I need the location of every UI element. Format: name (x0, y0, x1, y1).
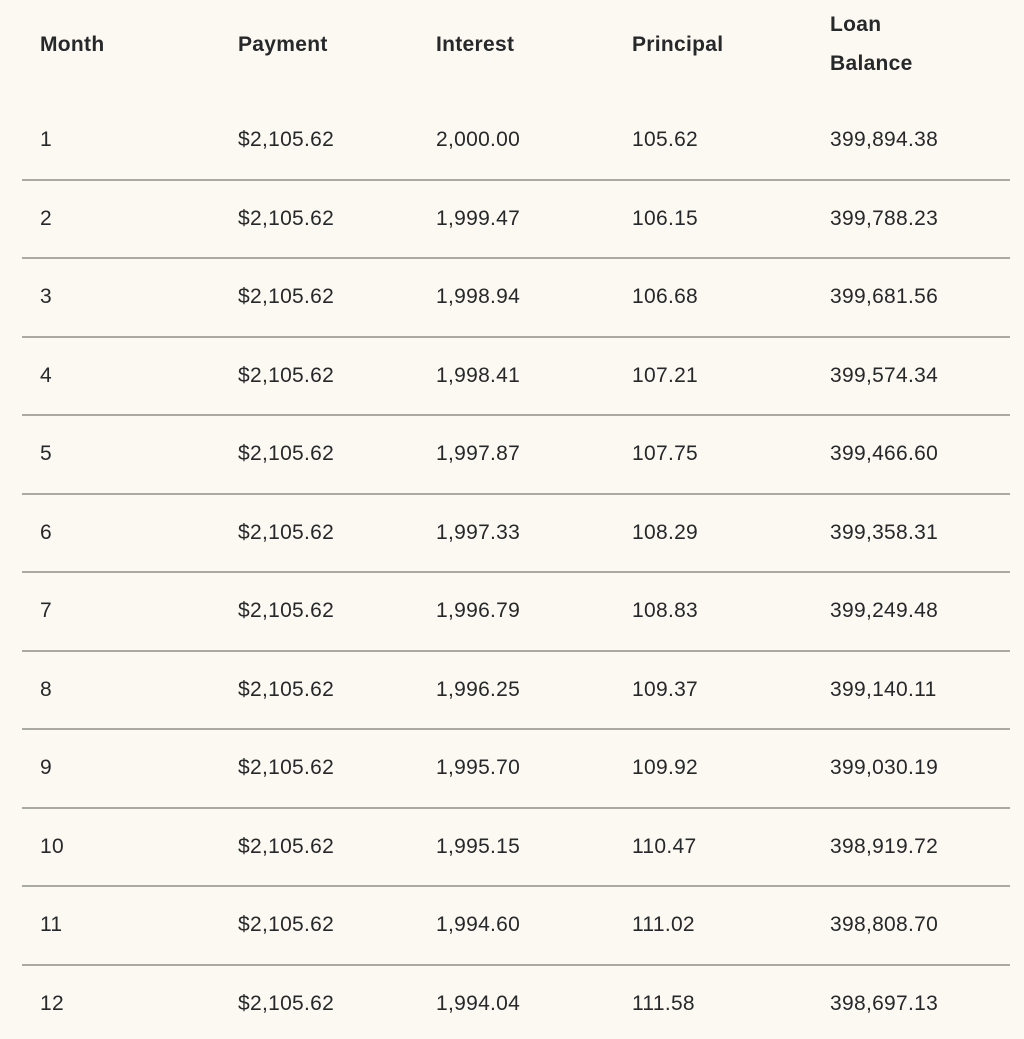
column-header-interest: Interest (418, 0, 614, 102)
cell-payment: $2,105.62 (220, 493, 418, 573)
column-header-interest-label: Interest (436, 32, 515, 56)
cell-payment: $2,105.62 (220, 415, 418, 495)
column-header-principal: Principal (614, 0, 812, 102)
cell-loan-balance: 399,894.38 (812, 102, 1010, 181)
cell-principal: 109.37 (614, 650, 812, 730)
amortization-table-section: Month Payment Interest Principal Loan Ba… (22, 0, 1010, 1039)
cell-month: 11 (22, 886, 220, 966)
cell-principal: 108.83 (614, 572, 812, 652)
table-row: 2 $2,105.62 1,999.47 106.15 399,788.23 (22, 179, 1010, 259)
cell-loan-balance: 399,681.56 (812, 258, 1010, 338)
cell-payment: $2,105.62 (220, 886, 418, 966)
cell-payment: $2,105.62 (220, 650, 418, 730)
cell-principal: 105.62 (614, 102, 812, 181)
cell-principal: 107.21 (614, 336, 812, 416)
cell-interest: 1,996.25 (418, 650, 614, 730)
cell-interest: 1,999.47 (418, 179, 614, 259)
cell-interest: 1,994.04 (418, 964, 614, 1039)
amortization-table: Month Payment Interest Principal Loan Ba… (22, 0, 1010, 1039)
cell-loan-balance: 399,358.31 (812, 493, 1010, 573)
cell-interest: 1,997.33 (418, 493, 614, 573)
cell-principal: 107.75 (614, 415, 812, 495)
cell-interest: 1,995.15 (418, 807, 614, 887)
cell-interest: 1,996.79 (418, 572, 614, 652)
cell-principal: 110.47 (614, 807, 812, 887)
table-row: 7 $2,105.62 1,996.79 108.83 399,249.48 (22, 572, 1010, 652)
cell-loan-balance: 399,466.60 (812, 415, 1010, 495)
cell-payment: $2,105.62 (220, 807, 418, 887)
cell-interest: 1,998.94 (418, 258, 614, 338)
cell-principal: 111.02 (614, 886, 812, 966)
cell-month: 7 (22, 572, 220, 652)
table-row: 6 $2,105.62 1,997.33 108.29 399,358.31 (22, 493, 1010, 573)
cell-loan-balance: 399,249.48 (812, 572, 1010, 652)
cell-month: 1 (22, 102, 220, 181)
column-header-payment-label: Payment (238, 32, 328, 56)
cell-loan-balance: 398,919.72 (812, 807, 1010, 887)
table-row: 3 $2,105.62 1,998.94 106.68 399,681.56 (22, 258, 1010, 338)
column-header-month: Month (22, 0, 220, 102)
table-body: 1 $2,105.62 2,000.00 105.62 399,894.38 2 $2,10… (22, 102, 1010, 1039)
table-row: 9 $2,105.62 1,995.70 109.92 399,030.19 (22, 729, 1010, 809)
table-row: 12 $2,105.62 1,994.04 111.58 398,697.13 (22, 964, 1010, 1039)
table-header: Month Payment Interest Principal Loan Ba… (22, 0, 1010, 102)
cell-payment: $2,105.62 (220, 964, 418, 1039)
cell-month: 3 (22, 258, 220, 338)
cell-month: 10 (22, 807, 220, 887)
cell-payment: $2,105.62 (220, 102, 418, 181)
cell-month: 5 (22, 415, 220, 495)
cell-loan-balance: 398,697.13 (812, 964, 1010, 1039)
cell-interest: 1,997.87 (418, 415, 614, 495)
cell-payment: $2,105.62 (220, 572, 418, 652)
cell-interest: 1,995.70 (418, 729, 614, 809)
cell-principal: 111.58 (614, 964, 812, 1039)
cell-payment: $2,105.62 (220, 336, 418, 416)
cell-loan-balance: 398,808.70 (812, 886, 1010, 966)
cell-loan-balance: 399,030.19 (812, 729, 1010, 809)
cell-principal: 106.15 (614, 179, 812, 259)
cell-month: 6 (22, 493, 220, 573)
table-row: 10 $2,105.62 1,995.15 110.47 398,919.72 (22, 807, 1010, 887)
cell-loan-balance: 399,788.23 (812, 179, 1010, 259)
table-row: 8 $2,105.62 1,996.25 109.37 399,140.11 (22, 650, 1010, 730)
table-row: 4 $2,105.62 1,998.41 107.21 399,574.34 (22, 336, 1010, 416)
cell-month: 8 (22, 650, 220, 730)
cell-month: 12 (22, 964, 220, 1039)
table-row: 1 $2,105.62 2,000.00 105.62 399,894.38 (22, 102, 1010, 181)
cell-loan-balance: 399,140.11 (812, 650, 1010, 730)
column-header-principal-label: Principal (632, 32, 724, 56)
cell-interest: 1,994.60 (418, 886, 614, 966)
cell-month: 4 (22, 336, 220, 416)
cell-payment: $2,105.62 (220, 258, 418, 338)
cell-interest: 2,000.00 (418, 102, 614, 181)
header-row: Month Payment Interest Principal Loan Ba… (22, 0, 1010, 102)
cell-principal: 109.92 (614, 729, 812, 809)
table-row: 11 $2,105.62 1,994.60 111.02 398,808.70 (22, 886, 1010, 966)
cell-month: 2 (22, 179, 220, 259)
cell-interest: 1,998.41 (418, 336, 614, 416)
column-header-payment: Payment (220, 0, 418, 102)
column-header-loan-balance-label: Loan Balance (830, 13, 913, 75)
cell-loan-balance: 399,574.34 (812, 336, 1010, 416)
cell-principal: 106.68 (614, 258, 812, 338)
column-header-loan-balance: Loan Balance (812, 0, 1010, 102)
column-header-month-label: Month (40, 32, 105, 56)
cell-month: 9 (22, 729, 220, 809)
cell-principal: 108.29 (614, 493, 812, 573)
cell-payment: $2,105.62 (220, 729, 418, 809)
cell-payment: $2,105.62 (220, 179, 418, 259)
table-row: 5 $2,105.62 1,997.87 107.75 399,466.60 (22, 415, 1010, 495)
